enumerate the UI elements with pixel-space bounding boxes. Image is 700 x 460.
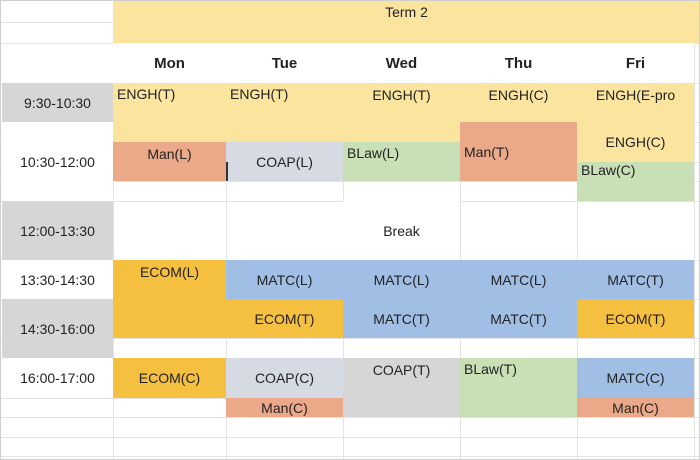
class-block: COAP(C)	[226, 358, 343, 398]
time-label: 10:30-12:00	[2, 122, 113, 201]
class-block: MATC(L)	[343, 260, 460, 299]
grid-line	[0, 437, 700, 438]
class-block: BLaw(C)	[577, 162, 694, 201]
class-block: MATC(T)	[577, 260, 694, 299]
time-label: 16:00-17:00	[2, 358, 113, 398]
grid-line	[0, 456, 700, 457]
time-label: 14:30-16:00	[2, 299, 113, 358]
day-header-wed: Wed	[343, 43, 460, 83]
class-block: ENGH(C)	[460, 83, 577, 122]
grid-line	[226, 0, 227, 460]
class-block: MATC(T)	[460, 299, 577, 338]
grid-line	[0, 338, 700, 339]
time-label: 9:30-10:30	[2, 83, 113, 122]
day-header-mon: Mon	[113, 43, 226, 83]
grid-line	[694, 0, 695, 460]
class-block: COAP(L)	[226, 142, 343, 181]
time-label: 12:00-13:30	[2, 201, 113, 260]
class-block: BLaw(T)	[460, 358, 577, 417]
class-block: Man(C)	[226, 398, 343, 417]
class-block: ECOM(T)	[226, 299, 343, 338]
class-block: Man(T)	[460, 122, 577, 181]
class-block: ECOM(T)	[577, 299, 694, 338]
term-title: Term 2	[113, 0, 700, 43]
class-block: MATC(L)	[226, 260, 343, 299]
grid-line	[0, 417, 700, 418]
class-block: MATC(C)	[577, 358, 694, 398]
grid-line	[460, 0, 461, 460]
class-block: ENGH(C)	[577, 122, 694, 162]
class-block: ECOM(C)	[113, 358, 226, 398]
break-label: Break	[343, 201, 460, 260]
grid-line	[0, 181, 700, 182]
class-block: BLaw(L)	[343, 142, 460, 181]
class-block: ECOM(L)	[113, 260, 226, 338]
class-block: MATC(L)	[460, 260, 577, 299]
class-block: ENGH(E-pro	[577, 83, 694, 122]
day-header-thu: Thu	[460, 43, 577, 83]
class-block: COAP(T)	[343, 358, 460, 417]
time-label: 13:30-14:30	[2, 260, 113, 299]
class-block: ENGH(T)	[226, 83, 343, 142]
class-block: ENGH(T)	[113, 83, 226, 142]
text-cursor	[226, 162, 228, 181]
grid-line	[113, 0, 114, 460]
class-block: MATC(T)	[343, 299, 460, 338]
class-block: Man(C)	[577, 398, 694, 417]
class-block: Man(L)	[113, 142, 226, 181]
day-header-tue: Tue	[226, 43, 343, 83]
day-header-fri: Fri	[577, 43, 694, 83]
grid-line	[577, 0, 578, 460]
class-block: ENGH(T)	[343, 83, 460, 142]
